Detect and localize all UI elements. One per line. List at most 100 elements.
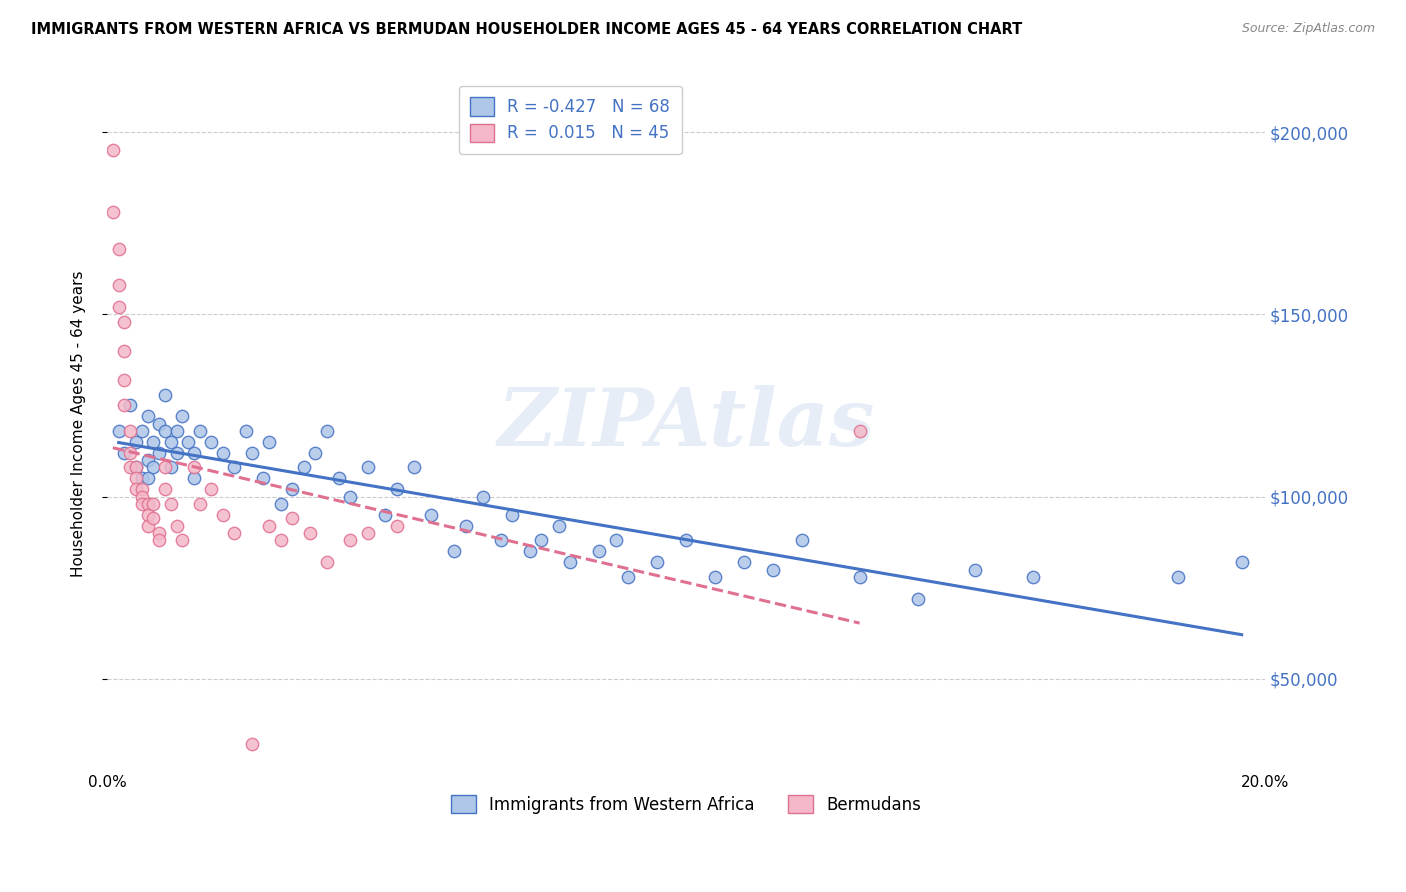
Point — [120, 399, 142, 413]
Point — [188, 424, 211, 438]
Point — [675, 533, 697, 548]
Point — [848, 570, 870, 584]
Point — [588, 544, 610, 558]
Point — [454, 518, 477, 533]
Point — [374, 508, 396, 522]
Point — [605, 533, 627, 548]
Point — [292, 460, 315, 475]
Point — [472, 490, 495, 504]
Point — [131, 471, 153, 485]
Point — [172, 409, 194, 424]
Point — [120, 424, 142, 438]
Point — [339, 490, 361, 504]
Point — [142, 460, 165, 475]
Point — [183, 471, 205, 485]
Point — [645, 555, 668, 569]
Point — [125, 434, 148, 449]
Point — [356, 526, 378, 541]
Point — [136, 497, 159, 511]
Point — [703, 570, 725, 584]
Point — [153, 387, 176, 401]
Point — [125, 460, 148, 475]
Point — [114, 343, 136, 358]
Point — [120, 460, 142, 475]
Point — [420, 508, 443, 522]
Point — [131, 497, 153, 511]
Point — [304, 446, 326, 460]
Point — [107, 242, 129, 256]
Point — [107, 424, 129, 438]
Legend: Immigrants from Western Africa, Bermudans: Immigrants from Western Africa, Bermudan… — [440, 785, 931, 824]
Point — [114, 373, 136, 387]
Point — [281, 483, 304, 497]
Point — [166, 518, 188, 533]
Point — [136, 453, 159, 467]
Point — [733, 555, 755, 569]
Point — [114, 315, 136, 329]
Point — [136, 518, 159, 533]
Text: Source: ZipAtlas.com: Source: ZipAtlas.com — [1241, 22, 1375, 36]
Point — [131, 490, 153, 504]
Point — [153, 424, 176, 438]
Point — [125, 471, 148, 485]
Point — [762, 562, 785, 576]
Point — [790, 533, 813, 548]
Point — [501, 508, 523, 522]
Point — [443, 544, 465, 558]
Point — [200, 434, 222, 449]
Point — [252, 471, 274, 485]
Point — [136, 409, 159, 424]
Point — [547, 518, 569, 533]
Point — [530, 533, 553, 548]
Point — [328, 471, 350, 485]
Point — [120, 446, 142, 460]
Point — [166, 446, 188, 460]
Point — [211, 446, 233, 460]
Point — [489, 533, 512, 548]
Point — [183, 446, 205, 460]
Point — [136, 508, 159, 522]
Text: ZIPAtlas: ZIPAtlas — [498, 385, 875, 462]
Point — [153, 460, 176, 475]
Point — [142, 497, 165, 511]
Point — [385, 518, 408, 533]
Point — [235, 424, 257, 438]
Point — [107, 300, 129, 314]
Point — [907, 591, 929, 606]
Point — [148, 526, 170, 541]
Point — [177, 434, 200, 449]
Point — [848, 424, 870, 438]
Text: IMMIGRANTS FROM WESTERN AFRICA VS BERMUDAN HOUSEHOLDER INCOME AGES 45 - 64 YEARS: IMMIGRANTS FROM WESTERN AFRICA VS BERMUD… — [31, 22, 1022, 37]
Point — [136, 471, 159, 485]
Point — [965, 562, 987, 576]
Point — [224, 460, 246, 475]
Point — [339, 533, 361, 548]
Point — [402, 460, 425, 475]
Point — [188, 497, 211, 511]
Point — [107, 278, 129, 293]
Point — [257, 434, 280, 449]
Point — [148, 417, 170, 431]
Point — [617, 570, 640, 584]
Point — [356, 460, 378, 475]
Y-axis label: Householder Income Ages 45 - 64 years: Householder Income Ages 45 - 64 years — [72, 270, 86, 577]
Point — [519, 544, 541, 558]
Point — [200, 483, 222, 497]
Point — [1022, 570, 1045, 584]
Point — [125, 460, 148, 475]
Point — [114, 446, 136, 460]
Point — [385, 483, 408, 497]
Point — [270, 533, 292, 548]
Point — [114, 399, 136, 413]
Point — [298, 526, 321, 541]
Point — [148, 533, 170, 548]
Point — [1167, 570, 1189, 584]
Point — [142, 511, 165, 525]
Point — [131, 483, 153, 497]
Point — [159, 497, 181, 511]
Point — [270, 497, 292, 511]
Point — [257, 518, 280, 533]
Point — [183, 460, 205, 475]
Point — [142, 434, 165, 449]
Point — [131, 424, 153, 438]
